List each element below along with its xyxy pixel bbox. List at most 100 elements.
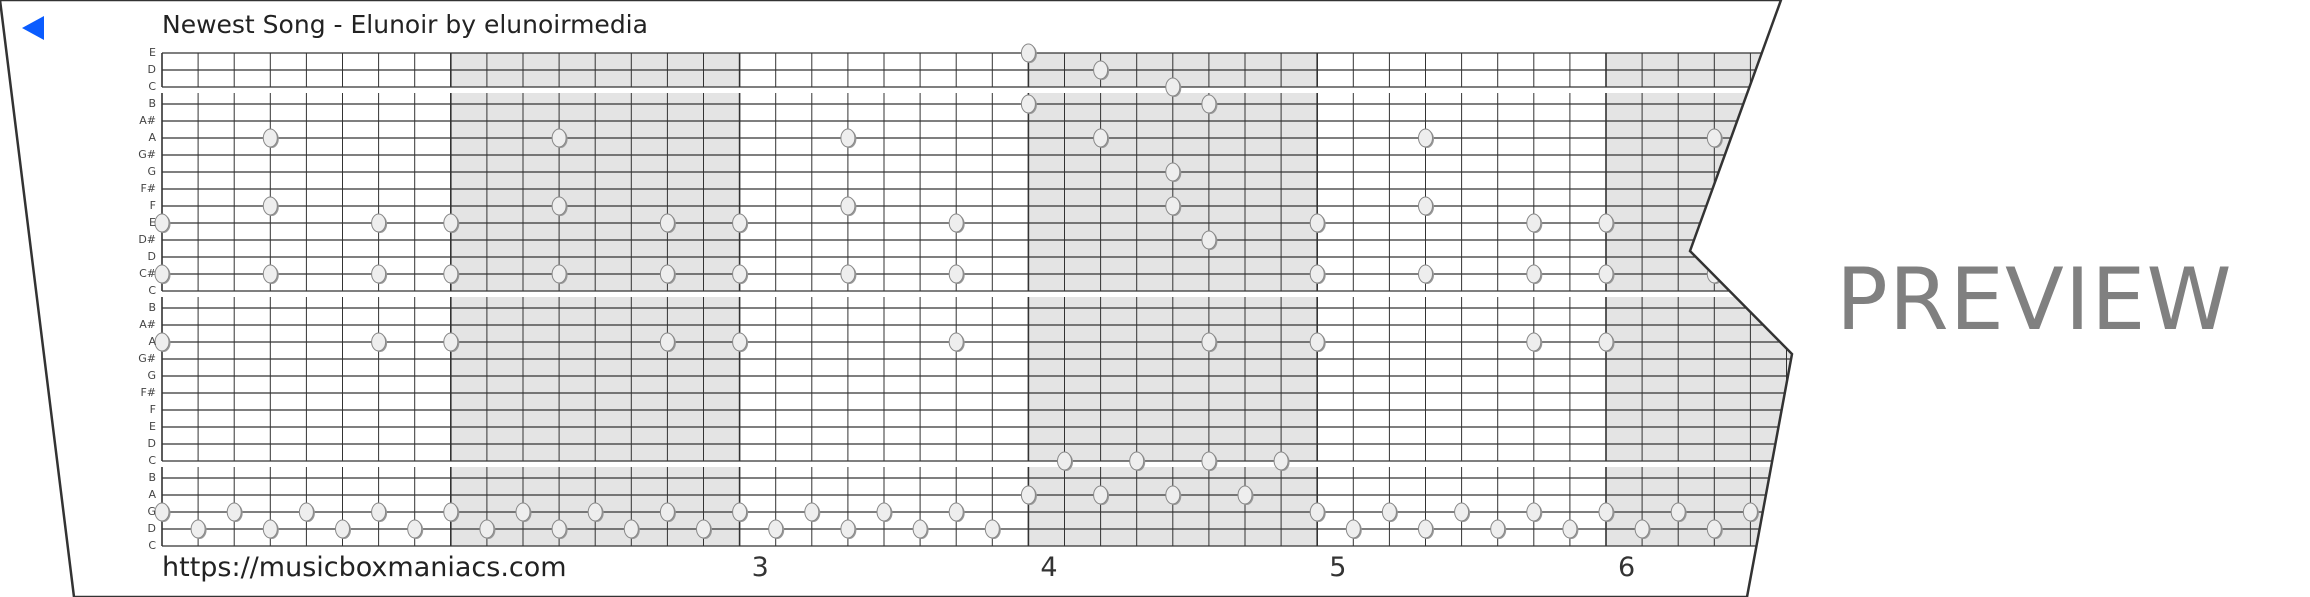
note-grid bbox=[161, 52, 1792, 547]
site-url[interactable]: https://musicboxmaniacs.com bbox=[162, 552, 567, 583]
note bbox=[948, 332, 964, 352]
note bbox=[659, 213, 675, 233]
note bbox=[876, 502, 892, 522]
note bbox=[1201, 230, 1217, 250]
note-label: A bbox=[148, 335, 156, 348]
note bbox=[1454, 502, 1470, 522]
note bbox=[443, 332, 459, 352]
note bbox=[262, 519, 278, 539]
note bbox=[154, 264, 170, 284]
note bbox=[1598, 332, 1614, 352]
note-label: A bbox=[148, 488, 156, 501]
note bbox=[154, 213, 170, 233]
note bbox=[1020, 43, 1036, 63]
note bbox=[1020, 94, 1036, 114]
note bbox=[659, 502, 675, 522]
note bbox=[1309, 502, 1325, 522]
note bbox=[551, 519, 567, 539]
note-label: B bbox=[148, 471, 156, 484]
note bbox=[371, 213, 387, 233]
note-label: A# bbox=[139, 114, 156, 127]
note bbox=[262, 128, 278, 148]
note bbox=[1165, 77, 1181, 97]
note-label: B bbox=[148, 97, 156, 110]
note-label: G bbox=[147, 505, 156, 518]
note bbox=[1201, 451, 1217, 471]
note-label: E bbox=[149, 216, 156, 229]
measure-number: 6 bbox=[1618, 552, 1636, 583]
section-gap bbox=[162, 88, 1792, 93]
note bbox=[1526, 332, 1542, 352]
note bbox=[587, 502, 603, 522]
note bbox=[1418, 196, 1433, 216]
note bbox=[948, 264, 964, 284]
note bbox=[840, 128, 856, 148]
note-label: A# bbox=[139, 318, 156, 331]
note bbox=[1309, 264, 1325, 284]
note bbox=[840, 519, 856, 539]
note-label: F# bbox=[140, 182, 156, 195]
note-label: D# bbox=[138, 233, 156, 246]
note bbox=[732, 213, 748, 233]
note bbox=[1201, 94, 1217, 114]
note bbox=[768, 519, 784, 539]
note bbox=[479, 519, 495, 539]
note bbox=[443, 264, 459, 284]
back-triangle-icon bbox=[22, 16, 44, 40]
note bbox=[1309, 332, 1325, 352]
note bbox=[840, 264, 856, 284]
note bbox=[1742, 502, 1758, 522]
note-label: A bbox=[148, 131, 156, 144]
preview-watermark: PREVIEW bbox=[1836, 250, 2233, 350]
note bbox=[840, 196, 856, 216]
note bbox=[1562, 519, 1578, 539]
note bbox=[1526, 264, 1542, 284]
note bbox=[371, 332, 387, 352]
note-label: F bbox=[149, 403, 156, 416]
back-button[interactable] bbox=[20, 14, 46, 42]
note bbox=[1418, 519, 1433, 539]
note bbox=[443, 213, 459, 233]
note bbox=[623, 519, 639, 539]
note bbox=[1598, 502, 1614, 522]
note bbox=[1057, 451, 1072, 471]
section-gap bbox=[162, 462, 1792, 467]
note-label: F# bbox=[140, 386, 156, 399]
note bbox=[1490, 519, 1506, 539]
note-label: E bbox=[149, 46, 156, 59]
note-label: C bbox=[148, 284, 156, 297]
note bbox=[1309, 213, 1325, 233]
note-label: C bbox=[148, 539, 156, 552]
note bbox=[912, 519, 928, 539]
measure-number: 4 bbox=[1040, 552, 1058, 583]
note-label: G bbox=[147, 165, 156, 178]
note bbox=[948, 213, 964, 233]
note-label: E bbox=[149, 420, 156, 433]
note-label: D bbox=[147, 522, 156, 535]
note bbox=[551, 196, 567, 216]
note bbox=[1598, 264, 1614, 284]
notes-layer bbox=[154, 43, 1759, 539]
note bbox=[1093, 60, 1109, 80]
note bbox=[1237, 485, 1253, 505]
note bbox=[1093, 128, 1109, 148]
note-label: G# bbox=[138, 148, 156, 161]
note-label: D bbox=[147, 63, 156, 76]
note bbox=[732, 502, 748, 522]
note bbox=[1706, 128, 1722, 148]
note bbox=[1634, 519, 1650, 539]
note bbox=[1165, 196, 1181, 216]
note-label: G bbox=[147, 369, 156, 382]
note bbox=[262, 264, 278, 284]
note bbox=[948, 502, 964, 522]
note bbox=[515, 502, 531, 522]
note bbox=[732, 264, 748, 284]
note bbox=[262, 196, 278, 216]
note bbox=[298, 502, 314, 522]
note bbox=[732, 332, 748, 352]
note bbox=[1201, 332, 1217, 352]
note bbox=[1598, 213, 1614, 233]
note-label: C bbox=[148, 80, 156, 93]
note bbox=[1273, 451, 1289, 471]
